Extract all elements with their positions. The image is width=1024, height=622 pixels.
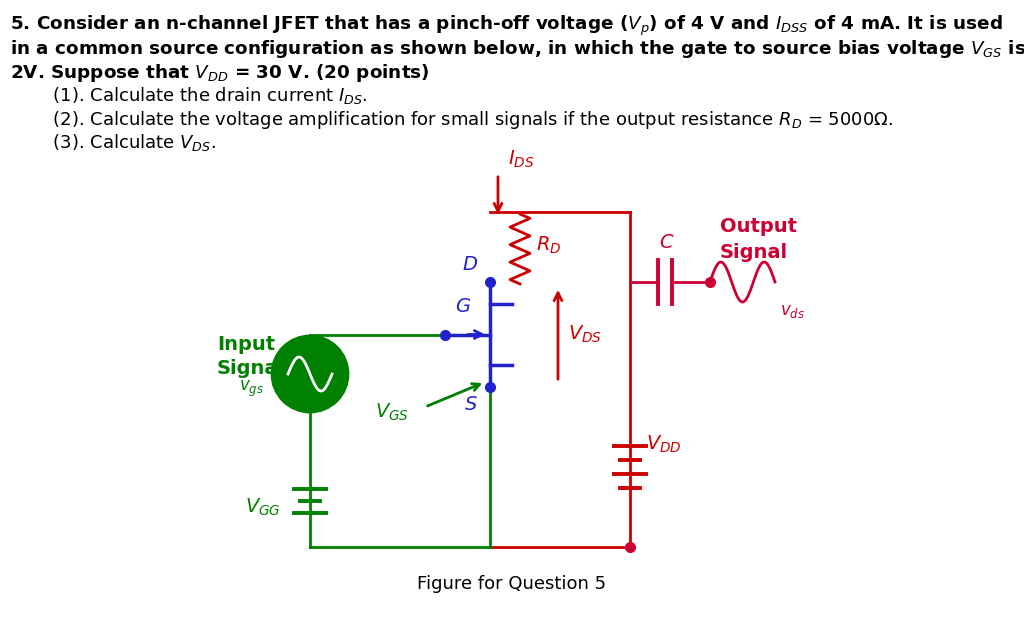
- Text: $V_{DS}$: $V_{DS}$: [568, 324, 602, 345]
- Text: Figure for Question 5: Figure for Question 5: [418, 575, 606, 593]
- Text: $G$: $G$: [455, 297, 471, 317]
- Text: $R_D$: $R_D$: [536, 234, 561, 256]
- Text: Input: Input: [217, 335, 275, 353]
- Text: (1). Calculate the drain current $I_{DS}$.: (1). Calculate the drain current $I_{DS}…: [30, 85, 368, 106]
- Text: (3). Calculate $V_{DS}$.: (3). Calculate $V_{DS}$.: [30, 132, 216, 153]
- Text: $v_{gs}$: $v_{gs}$: [239, 379, 264, 399]
- Text: Signal: Signal: [217, 360, 285, 379]
- Text: $v_{ds}$: $v_{ds}$: [780, 302, 805, 320]
- Text: (2). Calculate the voltage amplification for small signals if the output resista: (2). Calculate the voltage amplification…: [30, 109, 893, 131]
- Text: in a common source configuration as shown below, in which the gate to source bia: in a common source configuration as show…: [10, 38, 1024, 60]
- Text: 5. Consider an n-channel JFET that has a pinch-off voltage ($V_p$) of 4 V and $I: 5. Consider an n-channel JFET that has a…: [10, 14, 1002, 38]
- Text: Signal: Signal: [720, 243, 788, 261]
- Text: $V_{DD}$: $V_{DD}$: [646, 434, 682, 455]
- Text: $D$: $D$: [462, 255, 478, 274]
- Text: 2V. Suppose that $V_{DD}$ = 30 V. (20 points): 2V. Suppose that $V_{DD}$ = 30 V. (20 po…: [10, 62, 429, 84]
- Text: $C$: $C$: [659, 233, 675, 252]
- Text: Output: Output: [720, 218, 797, 236]
- Text: $V_{GG}$: $V_{GG}$: [245, 496, 281, 518]
- Text: $S$: $S$: [464, 395, 478, 414]
- Text: $I_{DS}$: $I_{DS}$: [508, 149, 535, 170]
- Circle shape: [272, 336, 348, 412]
- Text: $V_{GS}$: $V_{GS}$: [375, 401, 410, 423]
